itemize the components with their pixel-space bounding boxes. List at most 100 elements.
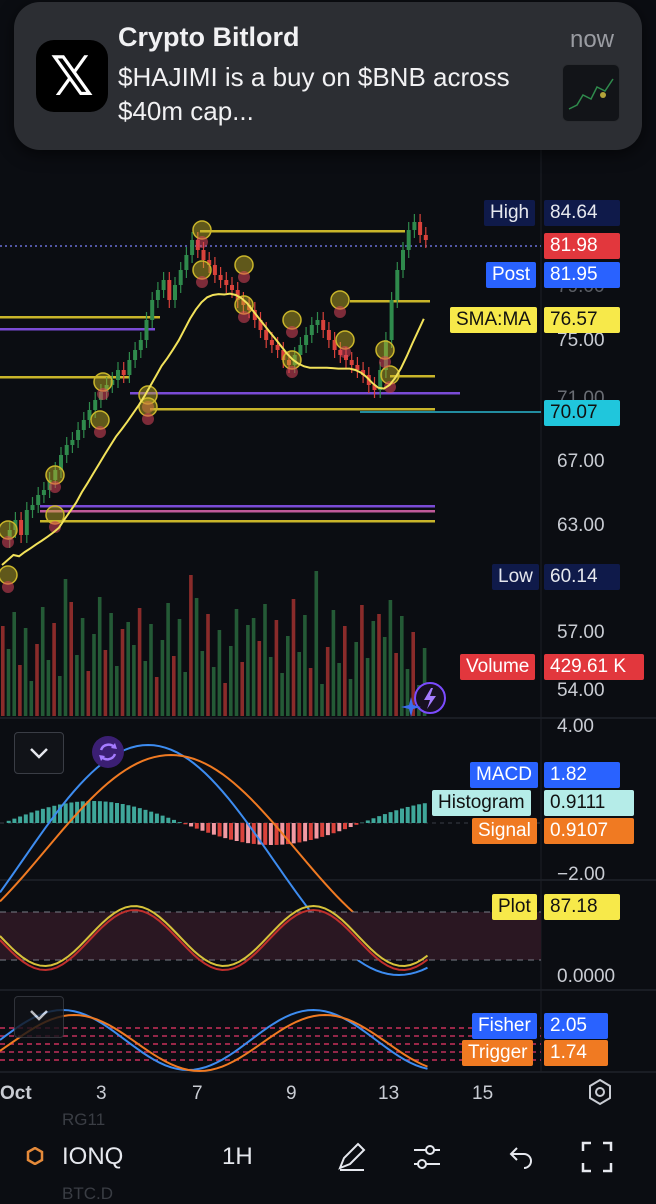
volume-bar (52, 623, 56, 716)
histogram-bar (132, 807, 136, 823)
volume-bar (297, 652, 301, 716)
level-bar (130, 392, 460, 395)
candle-body (133, 350, 137, 360)
histogram-bar (144, 810, 148, 823)
histogram-bar (235, 823, 239, 841)
candle-body (19, 520, 23, 535)
volume-bar (172, 656, 176, 716)
volume-bar (320, 684, 324, 716)
histogram-bar (354, 823, 358, 825)
histogram-bar (332, 823, 336, 833)
axis-tick: 75.00 (557, 330, 605, 352)
volume-title: Volume (460, 654, 535, 680)
post-value: 81.95 (544, 262, 620, 288)
volume-bars (1, 571, 426, 716)
volume-bar (366, 658, 370, 716)
histogram-bar (24, 814, 28, 823)
candle-body (230, 285, 234, 290)
candle-body (424, 235, 428, 240)
candle-body (70, 440, 74, 445)
volume-bar (212, 667, 216, 716)
histogram-bar (377, 816, 381, 823)
candle-body (213, 265, 217, 275)
histogram-bar (18, 816, 22, 823)
fisher-title: Fisher (472, 1013, 537, 1039)
histogram-bar (126, 805, 130, 823)
sma-title: SMA:MA (450, 307, 537, 333)
volume-bar (30, 681, 34, 716)
notification-thumbnail (562, 64, 620, 122)
volume-bar (326, 647, 330, 716)
signal-marker (2, 581, 14, 593)
refresh-icon[interactable] (92, 736, 124, 768)
candle-body (127, 360, 131, 375)
volume-bar (64, 579, 68, 716)
macd-title: MACD (470, 762, 538, 788)
last-price-value: 81.98 (544, 233, 620, 259)
volume-bar (235, 609, 239, 716)
volume-bar (349, 679, 353, 716)
histogram-bar (292, 823, 296, 843)
candle-body (162, 280, 166, 290)
undo-icon[interactable] (504, 1142, 534, 1172)
volume-bar (201, 651, 205, 716)
chart-settings-icon[interactable] (586, 1078, 614, 1106)
interval-button[interactable]: 1H (222, 1143, 253, 1171)
volume-bar (292, 599, 296, 716)
date-tick: Oct (0, 1083, 32, 1105)
volume-bar (275, 620, 279, 716)
volume-bar (41, 607, 45, 716)
histogram-bar (138, 808, 142, 823)
draw-tool-icon[interactable] (334, 1140, 368, 1174)
indicators-icon[interactable] (410, 1140, 444, 1174)
candle-body (36, 495, 40, 505)
level-bar (40, 510, 435, 513)
volume-bar (280, 673, 284, 716)
histogram-bar (394, 810, 398, 823)
signal-markers (0, 221, 399, 593)
push-notification[interactable]: 𝕏 Crypto Bitlord $HAJIMI is a buy on $BN… (14, 2, 642, 150)
volume-bar (69, 602, 73, 716)
volume-bar (58, 676, 62, 716)
volume-bar (1, 626, 5, 716)
collapse-pane-button[interactable] (14, 732, 64, 774)
histogram-bar (183, 823, 187, 824)
notification-title: Crypto Bitlord (118, 22, 300, 53)
histogram-bar (189, 823, 193, 826)
candle-body (31, 505, 35, 510)
volume-bar (337, 663, 341, 716)
candle-body (401, 250, 405, 270)
histogram-bar (121, 804, 125, 823)
candle-body (321, 320, 325, 330)
sma-value: 76.57 (544, 307, 620, 333)
volume-bar (144, 661, 148, 716)
signal-marker (238, 271, 250, 283)
fullscreen-icon[interactable] (580, 1140, 614, 1174)
fisher-levels (0, 1028, 541, 1060)
level-bar (150, 408, 435, 411)
volume-bar (155, 677, 159, 716)
candle-body (42, 490, 46, 495)
fisher-collapse-button[interactable] (14, 996, 64, 1038)
fisher-line (0, 1010, 428, 1070)
notification-time: now (570, 26, 614, 54)
volume-bar (126, 622, 130, 716)
candle-body (390, 300, 394, 340)
signal-value: 0.9107 (544, 818, 634, 844)
symbol-button[interactable]: IONQ (62, 1143, 123, 1171)
histogram-bar (201, 823, 205, 831)
histogram-bar (155, 814, 159, 823)
histogram-bar (309, 823, 313, 840)
trigger-title: Trigger (462, 1040, 533, 1066)
candle-body (184, 255, 188, 270)
candle-body (270, 340, 274, 345)
candle-body (122, 370, 126, 375)
volume-bar (269, 657, 273, 716)
volume-bar (104, 650, 108, 716)
volume-bar (195, 598, 199, 716)
low-title: Low (492, 564, 539, 590)
date-tick: 13 (378, 1083, 399, 1105)
notification-body: $HAJIMI is a buy on $BNB across $40m cap… (118, 60, 538, 128)
macd-value: 1.82 (544, 762, 620, 788)
